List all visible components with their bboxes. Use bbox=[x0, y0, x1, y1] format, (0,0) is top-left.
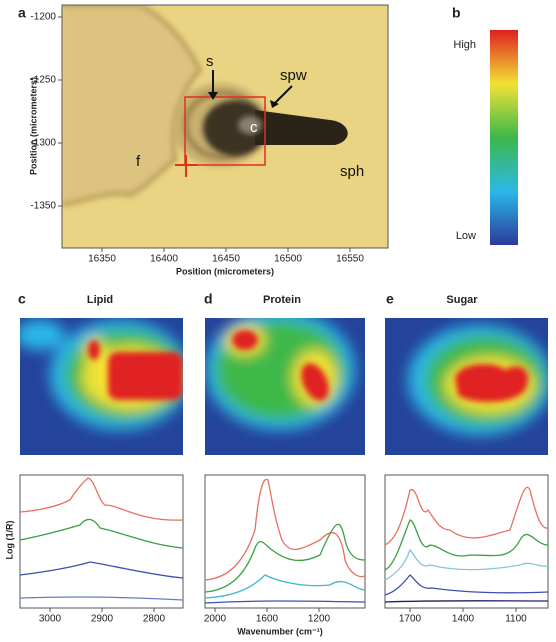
plot-frame bbox=[19, 474, 184, 609]
x-tick-label: 16450 bbox=[212, 254, 240, 265]
x-tick-label: 2900 bbox=[91, 614, 114, 625]
x-tick-label: 1700 bbox=[399, 614, 422, 625]
x-tick-label: 16350 bbox=[88, 254, 116, 265]
arrowhead bbox=[208, 92, 218, 100]
panel-label: a bbox=[18, 5, 26, 21]
arrowhead bbox=[270, 100, 279, 108]
heatmap bbox=[20, 318, 183, 455]
x-axis-label: Wavenumber (cm⁻¹) bbox=[237, 626, 322, 636]
x-axis-label: Position (micrometers) bbox=[176, 266, 274, 276]
panel-label: c bbox=[18, 291, 26, 307]
arrow bbox=[274, 85, 293, 104]
x-tick-label: 1200 bbox=[308, 614, 331, 625]
x-tick-label: 3000 bbox=[39, 614, 62, 625]
micrograph bbox=[62, 5, 388, 248]
x-tick-label: 2000 bbox=[204, 614, 227, 625]
plot-frame bbox=[384, 474, 549, 609]
colorbar-label: Low bbox=[456, 230, 476, 242]
panel-label: b bbox=[452, 5, 461, 21]
x-tick-label: 16400 bbox=[150, 254, 178, 265]
annotation: f bbox=[136, 153, 141, 170]
x-tick-label: 1400 bbox=[452, 614, 475, 625]
x-tick-label: 16550 bbox=[336, 254, 364, 265]
y-tick-label: -1250 bbox=[30, 75, 56, 86]
y-axis-label: Log (1/R) bbox=[4, 521, 14, 560]
panel-title: Protein bbox=[263, 294, 301, 306]
y-tick-label: -1200 bbox=[30, 12, 56, 23]
y-tick-label: -1300 bbox=[30, 138, 56, 149]
annotation: spw bbox=[280, 67, 307, 84]
x-tick-label: 1100 bbox=[505, 614, 527, 625]
colorbar-label: High bbox=[453, 39, 476, 51]
x-tick-label: 16500 bbox=[274, 254, 302, 265]
annotation: sph bbox=[340, 163, 364, 180]
y-axis-label: Position (micrometers) bbox=[28, 77, 38, 175]
panel-label: d bbox=[204, 291, 213, 307]
panel-title: Sugar bbox=[446, 294, 478, 306]
heatmap bbox=[385, 318, 548, 455]
annotation: c bbox=[250, 119, 258, 136]
spectra bbox=[19, 477, 549, 604]
panel-title: Lipid bbox=[87, 294, 113, 306]
annotation: s bbox=[206, 53, 214, 70]
y-tick-label: -1350 bbox=[30, 201, 56, 212]
plot-frame bbox=[204, 474, 366, 609]
colorbar bbox=[490, 30, 518, 245]
plot-frame bbox=[61, 4, 389, 249]
heatmap bbox=[205, 318, 365, 455]
x-tick-label: 2800 bbox=[143, 614, 166, 625]
x-tick-label: 1600 bbox=[256, 614, 279, 625]
panel-label: e bbox=[386, 291, 394, 307]
